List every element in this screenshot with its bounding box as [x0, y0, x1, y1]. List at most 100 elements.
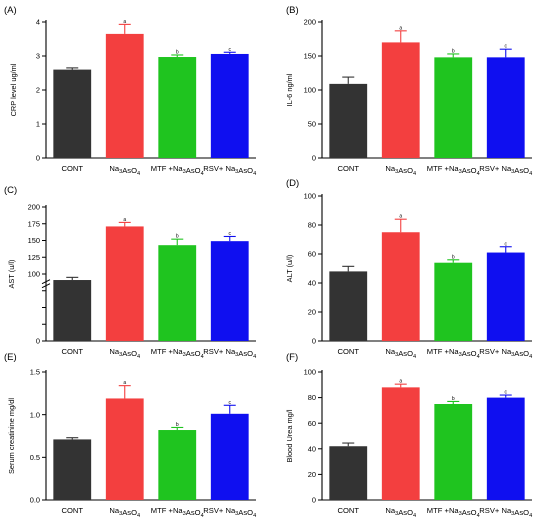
- x-tick-label: MTF +Na3AsO4: [151, 506, 204, 519]
- x-tick-label: CONT: [337, 164, 359, 173]
- y-tick-label: 100: [28, 270, 40, 279]
- y-tick-label: 40: [308, 444, 316, 453]
- bar: [105, 226, 144, 341]
- y-tick-label: 175: [28, 219, 40, 228]
- x-tick-label: CONT: [337, 347, 359, 356]
- significance-letter: a: [123, 380, 126, 386]
- y-tick-label: 2: [36, 86, 40, 95]
- bar: [381, 387, 420, 500]
- bar: [158, 57, 197, 158]
- bar: [486, 397, 525, 500]
- significance-letter: b: [176, 422, 179, 428]
- x-tick-label: MTF +Na3AsO4: [151, 164, 204, 177]
- panel-label: (D): [286, 178, 299, 189]
- y-tick-label: 100: [304, 86, 316, 95]
- bar: [486, 252, 525, 341]
- x-tick-label: RSV+ Na3AsO4: [203, 164, 256, 177]
- panel-label: (A): [4, 5, 17, 16]
- panel-label: (E): [4, 352, 17, 363]
- significance-letter: c: [505, 44, 508, 50]
- chart-panel-c: (C) 0 100 125 150 175 200 AST (u/l) CONT a Na3AsO4…: [4, 185, 256, 360]
- significance-letter: b: [452, 254, 455, 260]
- bar: [158, 430, 197, 500]
- y-tick-label: 0.0: [30, 496, 40, 505]
- x-tick-label: RSV+ Na3AsO4: [479, 347, 532, 360]
- significance-letter: a: [399, 379, 402, 385]
- y-tick-label: 0: [36, 337, 40, 346]
- x-tick-label: RSV+ Na3AsO4: [203, 347, 256, 360]
- y-tick-label: 60: [308, 250, 316, 259]
- bar: [329, 446, 368, 500]
- x-tick-label: CONT: [61, 164, 83, 173]
- y-tick-label: 80: [308, 393, 316, 402]
- bar: [434, 262, 473, 341]
- panel-label: (C): [4, 185, 17, 196]
- x-tick-label: CONT: [337, 506, 359, 515]
- y-axis-label: ALT (u/l): [285, 255, 294, 283]
- significance-letter: c: [505, 241, 508, 247]
- axis-break-mark: [41, 279, 51, 285]
- y-tick-label: 200: [28, 203, 40, 212]
- x-tick-label: Na3AsO4: [385, 347, 416, 360]
- y-tick-label: 0: [312, 337, 316, 346]
- x-tick-label: MTF +Na3AsO4: [427, 347, 480, 360]
- bar: [329, 271, 368, 341]
- significance-letter: b: [176, 49, 179, 55]
- chart-panel-d: (D) 0 20 40 60 80 100 ALT (u/l) CONT a Na3AsO4 b MTF…: [285, 178, 532, 360]
- axis-break-mark: [41, 283, 51, 289]
- y-tick-label: 0: [312, 154, 316, 163]
- y-tick-label: 4: [36, 18, 40, 27]
- x-tick-label: Na3AsO4: [109, 164, 140, 177]
- y-tick-label: 125: [28, 253, 40, 262]
- chart-panel-e: (E) 0.0 0.5 1.0 1.5 Serum creatinine mg/dl CON…: [4, 352, 256, 519]
- y-tick-label: 3: [36, 52, 40, 61]
- y-axis-label: Serum creatinine mg/dl: [7, 398, 16, 474]
- bar: [53, 280, 92, 341]
- bar: [105, 33, 144, 158]
- y-tick-label: 100: [304, 368, 316, 377]
- y-axis-label: IL-6 ng/ml: [285, 73, 294, 106]
- x-tick-label: Na3AsO4: [385, 164, 416, 177]
- x-tick-label: MTF +Na3AsO4: [427, 164, 480, 177]
- bar: [210, 53, 249, 158]
- bar: [486, 57, 525, 158]
- significance-letter: a: [399, 214, 402, 220]
- y-axis-label: CRP level ug/ml: [9, 63, 18, 116]
- bar: [381, 42, 420, 158]
- y-tick-label: 20: [308, 308, 316, 317]
- x-tick-label: MTF +Na3AsO4: [151, 347, 204, 360]
- significance-letter: c: [229, 400, 232, 406]
- chart-panel-b: (B) 0 50 100 150 200 IL-6 ng/ml CONT a Na3AsO4 b MT…: [285, 5, 532, 177]
- significance-letter: b: [452, 48, 455, 54]
- panel-label: (F): [286, 352, 298, 363]
- y-tick-label: 20: [308, 470, 316, 479]
- bar: [434, 404, 473, 500]
- bar: [158, 245, 197, 341]
- y-tick-label: 150: [304, 52, 316, 61]
- bar: [434, 57, 473, 158]
- y-tick-label: 0.5: [30, 453, 40, 462]
- bar: [105, 398, 144, 500]
- panel-label: (B): [286, 5, 299, 16]
- significance-letter: a: [123, 19, 126, 25]
- significance-letter: b: [452, 396, 455, 402]
- y-tick-label: 50: [308, 120, 316, 129]
- x-tick-label: RSV+ Na3AsO4: [479, 506, 532, 519]
- bar: [53, 439, 92, 500]
- bar: [329, 83, 368, 158]
- y-tick-label: 100: [304, 192, 316, 201]
- chart-panel-a: (A) 0 1 2 3 4 CRP level ug/ml CONT a Na3AsO4 b MTF …: [4, 5, 256, 177]
- bar: [210, 241, 249, 341]
- x-tick-label: Na3AsO4: [385, 506, 416, 519]
- bar: [53, 69, 92, 158]
- y-tick-label: 200: [304, 18, 316, 27]
- x-tick-label: RSV+ Na3AsO4: [479, 164, 532, 177]
- y-tick-label: 0: [312, 496, 316, 505]
- x-tick-label: CONT: [61, 347, 83, 356]
- significance-letter: a: [123, 217, 126, 223]
- x-tick-label: Na3AsO4: [109, 506, 140, 519]
- x-tick-label: MTF +Na3AsO4: [427, 506, 480, 519]
- significance-letter: b: [176, 234, 179, 240]
- y-tick-label: 80: [308, 221, 316, 230]
- significance-letter: c: [229, 231, 232, 237]
